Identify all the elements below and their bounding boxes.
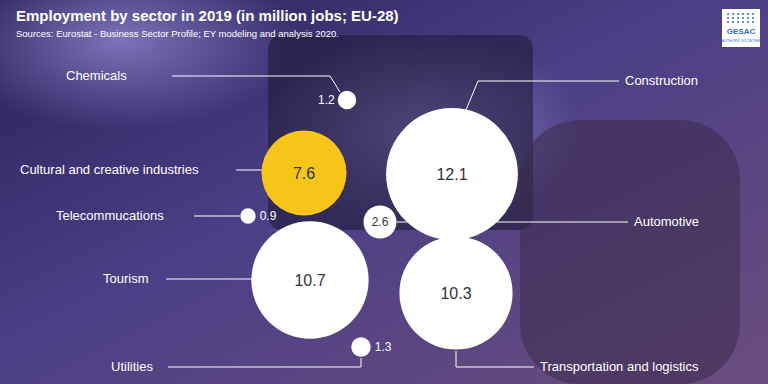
data-label: 1.2 <box>318 93 335 107</box>
category-label: Chemicals <box>66 68 127 83</box>
data-label: 10.3 <box>440 285 471 302</box>
data-label: 7.6 <box>293 165 315 182</box>
bubble <box>240 208 255 223</box>
bubble <box>338 91 356 109</box>
logo-dot <box>742 17 744 19</box>
data-label: 0.9 <box>260 209 277 223</box>
category-label: Transportation and logistics <box>540 359 699 374</box>
data-label: 2.6 <box>372 215 389 229</box>
category-label: Construction <box>625 73 698 88</box>
logo-dot <box>747 13 749 15</box>
leader-line <box>166 279 252 280</box>
category-label: Tourism <box>103 271 149 286</box>
leader-line <box>236 170 262 171</box>
logo-dot <box>752 13 754 15</box>
bubble <box>363 205 396 238</box>
data-label: 12.1 <box>436 166 467 183</box>
logo-subtext: AUTHORS' SOCIETIES <box>722 39 761 43</box>
category-label: Utilities <box>111 359 153 374</box>
logo-dot <box>737 21 739 23</box>
logo-dot <box>727 17 729 19</box>
leader-line <box>456 351 534 367</box>
logo-dot <box>732 13 734 15</box>
logo-dot <box>732 17 734 19</box>
labels: Chemicals 1.2 Construction 12.1 Cultural and… <box>20 68 699 374</box>
logo-dot <box>747 17 749 19</box>
logo-text: GESAC <box>727 27 756 36</box>
title: Employment by sector in 2019 (in million… <box>16 7 399 24</box>
logo-dot <box>742 13 744 15</box>
leader-line <box>168 358 361 367</box>
chart: Employment by sector in 2019 (in million… <box>0 0 768 384</box>
hand <box>520 120 740 384</box>
logo-dot <box>752 21 754 23</box>
leaders <box>166 76 628 367</box>
logo-dot <box>747 21 749 23</box>
subtitle: Sources: Eurostat - Business Sector Prof… <box>16 28 339 39</box>
leader-line <box>172 76 340 92</box>
bubble <box>261 130 346 215</box>
leader-line <box>466 81 619 110</box>
logo-dot <box>752 17 754 19</box>
logo-box <box>722 9 760 47</box>
data-label: 10.7 <box>294 272 325 289</box>
logo: GESAC AUTHORS' SOCIETIES <box>722 9 761 47</box>
logo-dot <box>727 13 729 15</box>
logo-dot <box>737 13 739 15</box>
bubbles <box>240 91 518 357</box>
logo-dot <box>737 17 739 19</box>
leader-line <box>194 216 240 217</box>
bubble <box>351 337 371 357</box>
logo-dot <box>732 21 734 23</box>
bubble <box>386 108 518 240</box>
bubble <box>251 221 368 338</box>
bubble <box>399 236 512 349</box>
logo-dot <box>742 21 744 23</box>
category-label: Automotive <box>634 214 699 229</box>
category-label: Cultural and creative industries <box>20 162 199 177</box>
logo-dot <box>727 21 729 23</box>
category-label: Telecommucations <box>56 208 164 223</box>
data-label: 1.3 <box>375 340 392 354</box>
